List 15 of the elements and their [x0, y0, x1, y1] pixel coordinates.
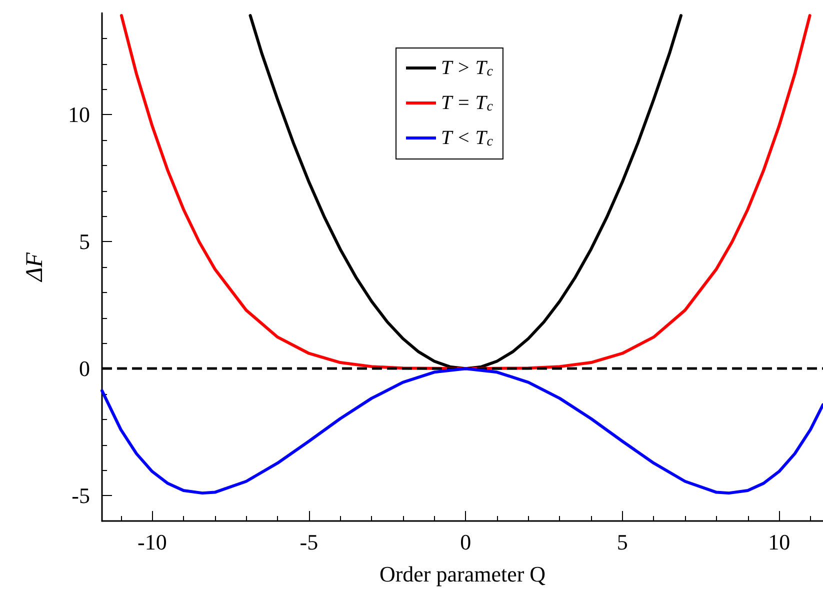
- y-tick-label: 10: [68, 102, 90, 128]
- legend-label: T > Tc: [441, 57, 494, 80]
- x-axis-title: Order parameter Q: [379, 562, 546, 586]
- x-tick-label: -5: [300, 530, 318, 554]
- legend-label: T = Tc: [441, 92, 494, 114]
- y-tick-label: 0: [79, 356, 90, 382]
- y-tick-label: -5: [72, 483, 90, 508]
- y-tick-label: 5: [79, 229, 90, 254]
- x-tick-label: 0: [460, 530, 472, 554]
- x-tick-label: 5: [616, 530, 628, 554]
- line-series: [100, 367, 823, 495]
- legend-label: T < Tc: [441, 127, 494, 150]
- x-tick-label: 10: [768, 530, 790, 554]
- y-axis-title: ΔF: [22, 252, 48, 282]
- x-tick-label: -10: [137, 530, 167, 554]
